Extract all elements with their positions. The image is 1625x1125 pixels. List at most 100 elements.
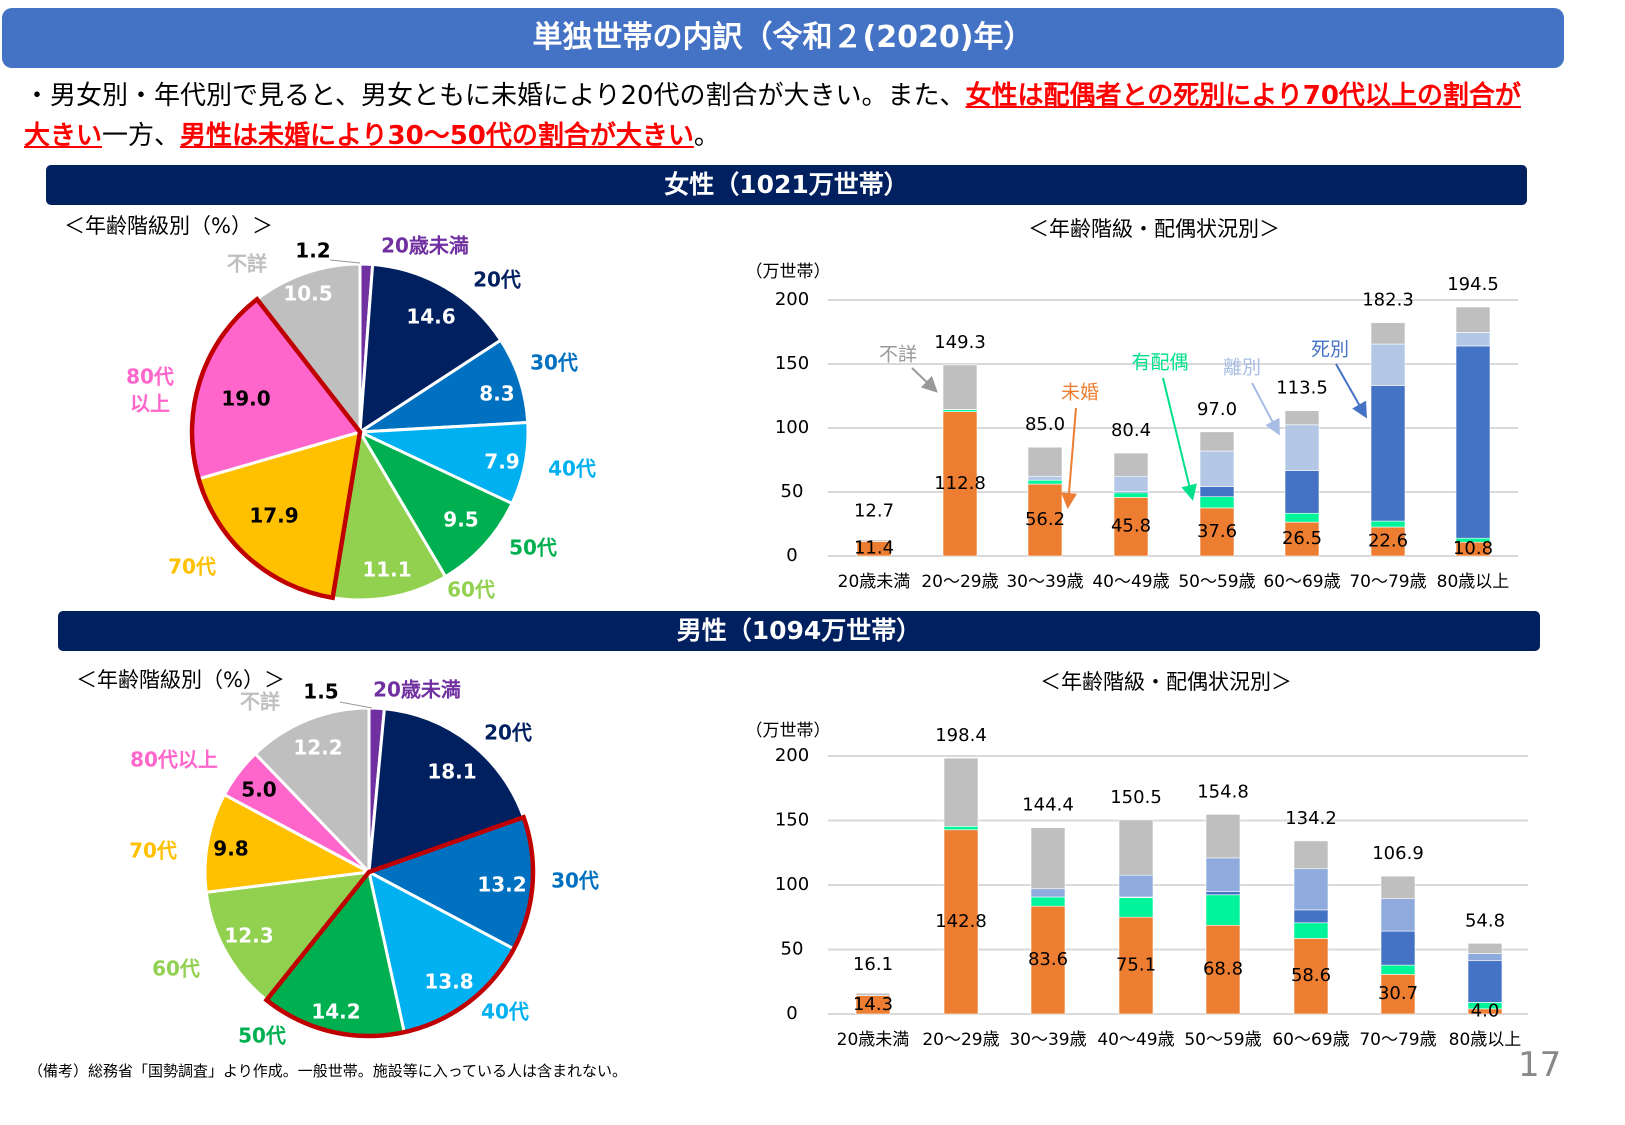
- pie-category-label: 不詳: [227, 252, 267, 276]
- pie-category-label: 60代: [152, 957, 200, 981]
- pie-slice: [254, 262, 362, 437]
- pie-highlight-outline: [189, 296, 363, 601]
- bar-segment: [1199, 507, 1235, 557]
- bar-total-label: 106.9: [1372, 843, 1424, 864]
- pie-value-label: 18.1: [427, 760, 476, 784]
- bar-unmarried-label: 45.8: [1111, 516, 1151, 537]
- male-pie-title: ＜年齢階級別（%）＞: [76, 668, 285, 692]
- female-bar-title: ＜年齢階級・配偶状況別＞: [1028, 217, 1280, 241]
- y-tick-label: 200: [775, 745, 809, 766]
- female-section-header: 女性（1021万世帯）: [46, 165, 1527, 205]
- bar-unmarried-label: 56.2: [1025, 509, 1065, 530]
- x-tick-label: 40～49歳: [1092, 572, 1169, 592]
- pie-category-label: 80代以上: [130, 748, 218, 772]
- y-tick-label: 0: [786, 1003, 797, 1024]
- pie-value-label: 17.9: [249, 504, 298, 528]
- bar-total-label: 97.0: [1197, 399, 1237, 420]
- bar-segment: [1113, 475, 1149, 492]
- pie-slice: [330, 427, 448, 602]
- series-annotation-label: 死別: [1311, 339, 1349, 361]
- bar-segment: [1027, 446, 1063, 477]
- bar-segment: [1293, 909, 1329, 924]
- x-tick-label: 20歳未満: [837, 1030, 910, 1050]
- y-tick-label: 100: [775, 874, 809, 895]
- bar-total-label: 154.8: [1197, 781, 1249, 802]
- bar-segment: [1380, 930, 1416, 966]
- bar-segment: [1027, 483, 1063, 557]
- x-tick-label: 20～29歳: [921, 572, 998, 592]
- bar-segment: [1455, 332, 1491, 347]
- bar-segment: [1113, 452, 1149, 477]
- pie-value-label: 10.5: [283, 282, 332, 306]
- bar-total-label: 113.5: [1276, 378, 1328, 399]
- bar-unmarried-label: 14.3: [853, 994, 893, 1015]
- pie-leader-line: [329, 259, 361, 264]
- series-annotation-label: 有配偶: [1131, 352, 1188, 374]
- x-tick-label: 80歳以上: [1449, 1030, 1522, 1050]
- x-tick-label: 30～39歳: [1006, 572, 1083, 592]
- pie-category-label: 70代: [129, 839, 177, 863]
- pie-value-label: 5.0: [241, 778, 276, 802]
- page-title: 単独世帯の内訳（令和２(2020)年）: [2, 8, 1564, 68]
- bar-segment: [1030, 896, 1066, 907]
- pie-category-label: 20代: [484, 721, 532, 745]
- series-annotation-label: 不詳: [879, 344, 917, 366]
- bar-segment: [1370, 526, 1406, 557]
- pie-value-label: 12.2: [293, 736, 342, 760]
- pie-category-label: 60代: [447, 578, 495, 602]
- x-tick-label: 50～59歳: [1184, 1030, 1261, 1050]
- bar-segment: [1199, 486, 1235, 498]
- pie-value-label: 9.5: [443, 508, 478, 532]
- bar-segment: [1199, 431, 1235, 452]
- pie-category-label: 80代: [126, 365, 174, 389]
- pie-category-label: 40代: [548, 457, 596, 481]
- bar-unmarried-label: 58.6: [1291, 965, 1331, 986]
- y-tick-label: 100: [775, 417, 809, 438]
- x-tick-label: 50～59歳: [1178, 572, 1255, 592]
- female-pie-title: ＜年齢階級別（%）＞: [64, 214, 273, 238]
- bar-segment: [1205, 891, 1241, 896]
- pie-value-label: 11.1: [362, 558, 411, 582]
- bar-segment: [943, 757, 979, 827]
- bar-segment: [1467, 943, 1503, 954]
- bar-total-label: 12.7: [854, 501, 894, 522]
- pie-value-label: 14.6: [406, 305, 455, 329]
- bar-segment: [1027, 475, 1063, 481]
- bar-unmarried-label: 26.5: [1282, 528, 1322, 549]
- bar-segment: [1370, 343, 1406, 386]
- pie-slice: [203, 792, 374, 894]
- bar-segment: [1293, 868, 1329, 911]
- bar-total-label: 134.2: [1285, 808, 1337, 829]
- bar-segment: [1113, 497, 1149, 557]
- bar-total-label: 85.0: [1025, 414, 1065, 435]
- bar-unmarried-label: 22.6: [1368, 531, 1408, 552]
- x-tick-label: 30～39歳: [1009, 1030, 1086, 1050]
- pie-leader-line: [339, 701, 373, 709]
- bar-segment: [1370, 322, 1406, 345]
- bar-unmarried-label: 30.7: [1378, 983, 1418, 1004]
- x-tick-label: 80歳以上: [1437, 572, 1510, 592]
- bar-unmarried-label: 4.0: [1471, 1000, 1500, 1021]
- x-tick-label: 20歳未満: [838, 572, 911, 592]
- bar-segment: [942, 411, 978, 557]
- y-tick-label: 150: [775, 810, 809, 831]
- bar-unmarried-label: 75.1: [1116, 955, 1156, 976]
- y-tick-label: 150: [775, 353, 809, 374]
- annotation-arrow: [1162, 377, 1197, 501]
- pie-value-label: 9.8: [213, 837, 248, 861]
- bar-segment: [1380, 898, 1416, 932]
- bar-unmarried-label: 68.8: [1203, 959, 1243, 980]
- summary-end: 。: [693, 121, 720, 151]
- x-tick-label: 70～79歳: [1349, 572, 1426, 592]
- pie-category-label: 70代: [168, 555, 216, 579]
- bar-total-label: 182.3: [1362, 290, 1414, 311]
- pie-slice: [367, 707, 526, 875]
- bar-segment: [1293, 840, 1329, 870]
- pie-category-label: 以上: [130, 392, 170, 416]
- bar-total-label: 194.5: [1447, 274, 1499, 295]
- y-tick-label: 0: [786, 545, 797, 566]
- bar-segment: [1118, 897, 1154, 918]
- bar-segment: [1455, 345, 1491, 539]
- bar-total-label: 150.5: [1110, 787, 1162, 808]
- pie-category-label: 30代: [551, 869, 599, 893]
